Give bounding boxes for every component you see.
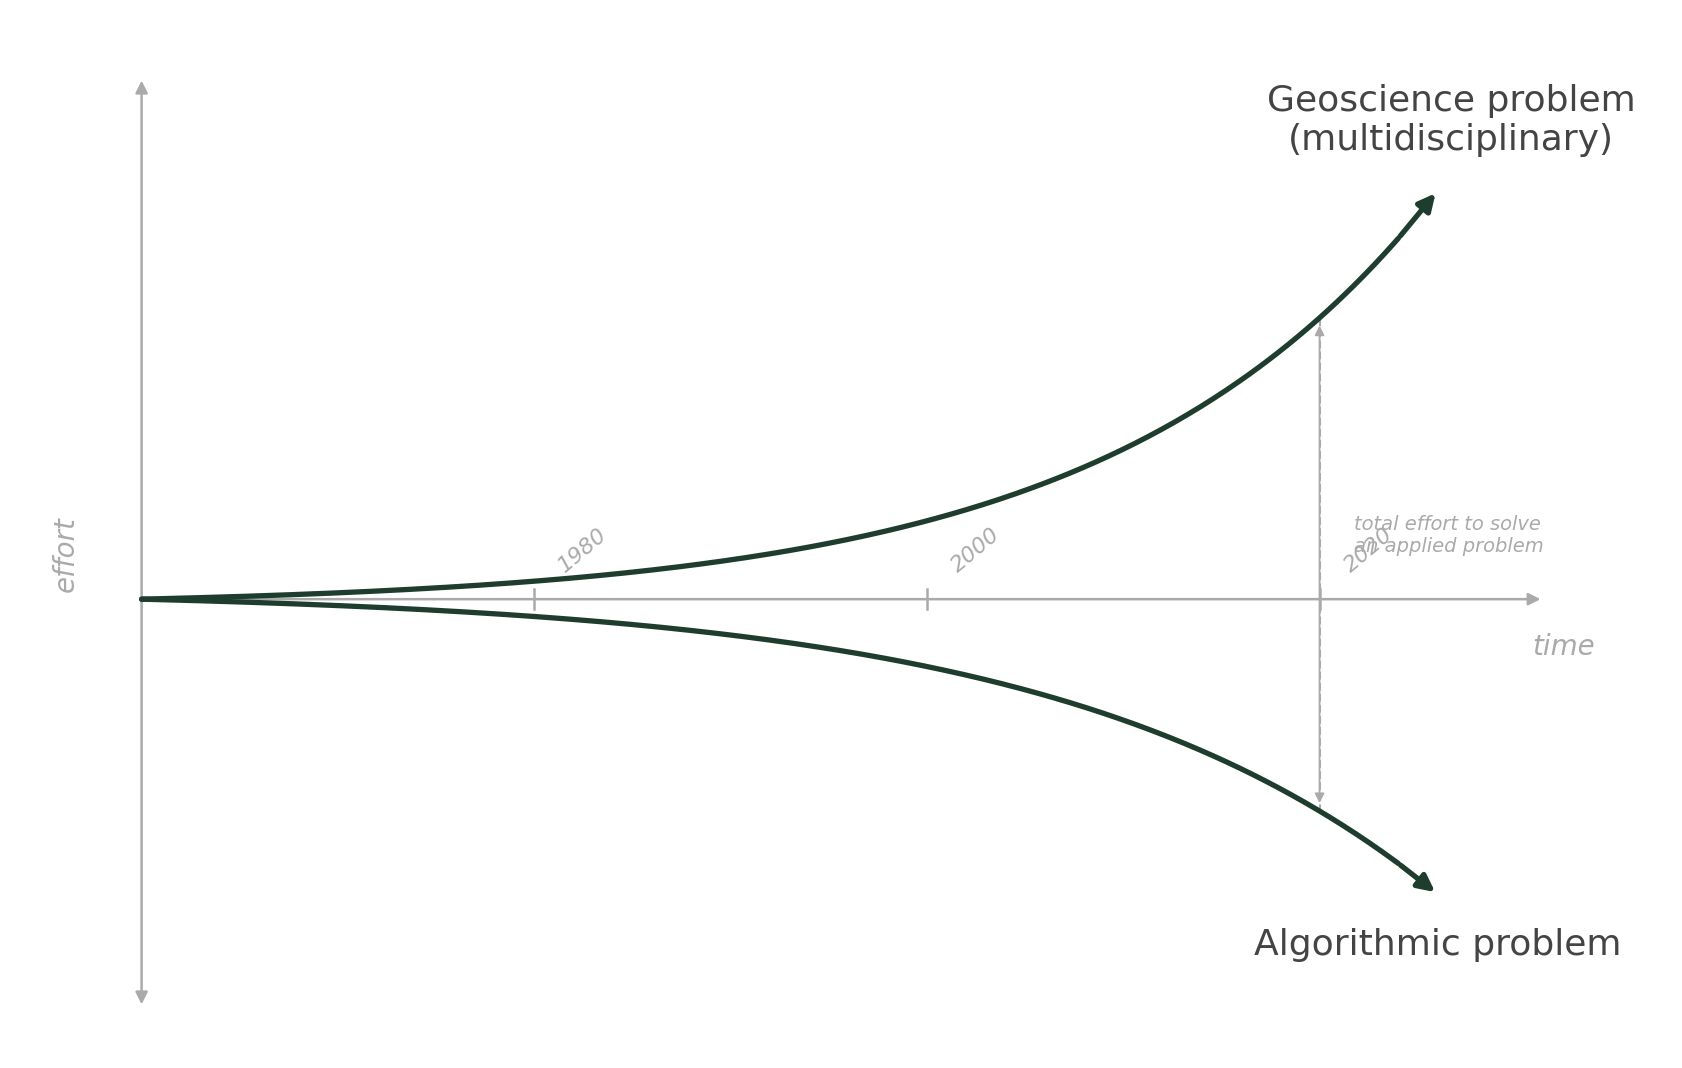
Text: 2020: 2020	[1341, 524, 1396, 577]
Text: total effort to solve
an applied problem: total effort to solve an applied problem	[1354, 516, 1544, 556]
Text: 1980: 1980	[555, 524, 611, 577]
Text: effort: effort	[52, 516, 81, 592]
Text: 2000: 2000	[947, 524, 1004, 577]
Text: time: time	[1532, 633, 1595, 661]
Text: Geoscience problem
(multidisciplinary): Geoscience problem (multidisciplinary)	[1267, 83, 1635, 157]
Text: Algorithmic problem: Algorithmic problem	[1253, 928, 1621, 962]
